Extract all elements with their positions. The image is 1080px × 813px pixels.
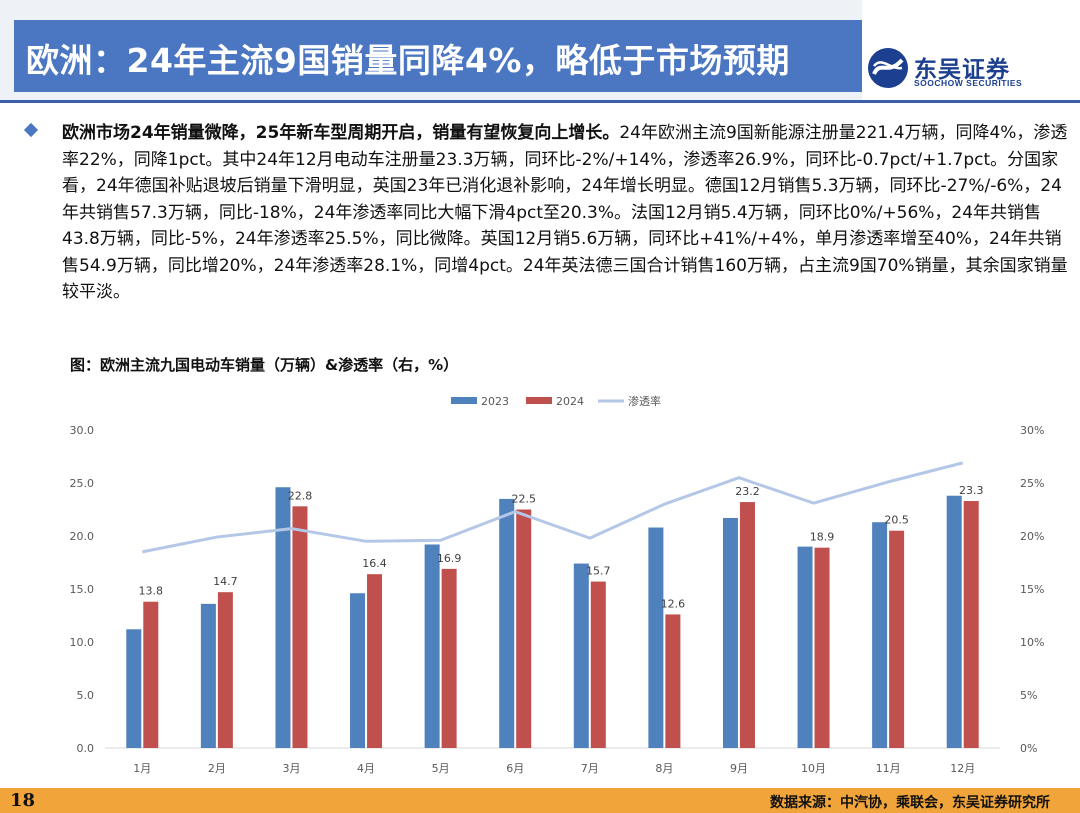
diamond-bullet-icon bbox=[23, 122, 39, 138]
y-right-tick-label: 10% bbox=[1020, 636, 1044, 649]
bar-2023 bbox=[200, 603, 216, 748]
data-label-2024: 13.8 bbox=[139, 585, 164, 598]
x-tick-label: 6月 bbox=[506, 762, 524, 775]
x-tick-label: 12月 bbox=[950, 762, 975, 775]
y-right-tick-label: 25% bbox=[1020, 477, 1044, 490]
bar-2023 bbox=[872, 522, 888, 748]
legend-penetration-label: 渗透率 bbox=[628, 394, 661, 408]
bar-2023 bbox=[648, 527, 664, 748]
summary-paragraph: 欧洲市场24年销量微降，25年新车型周期开启，销量有望恢复向上增长。24年欧洲主… bbox=[62, 120, 1072, 306]
y-right-tick-label: 5% bbox=[1020, 689, 1037, 702]
bar-2024 bbox=[665, 614, 681, 748]
page-number: 18 bbox=[10, 790, 36, 811]
data-label-2024: 23.3 bbox=[959, 484, 984, 497]
page-title: 欧洲：24年主流9国销量同降4%，略低于市场预期 bbox=[26, 41, 790, 80]
legend-2023-swatch bbox=[451, 397, 477, 404]
bar-2024 bbox=[367, 574, 383, 748]
logo-mark-icon bbox=[868, 48, 908, 88]
data-label-2024: 18.9 bbox=[810, 531, 835, 544]
data-label-2024: 12.6 bbox=[661, 597, 686, 610]
x-tick-label: 4月 bbox=[357, 762, 375, 775]
bar-2024 bbox=[441, 568, 457, 748]
data-label-2024: 16.9 bbox=[437, 552, 462, 565]
bar-2024 bbox=[814, 547, 830, 748]
y-right-tick-label: 30% bbox=[1020, 424, 1044, 437]
summary-body: 24年欧洲主流9国新能源注册量221.4万辆，同降4%，渗透率22%，同降1pc… bbox=[62, 123, 1068, 302]
bar-2023 bbox=[946, 495, 962, 748]
bar-2024 bbox=[590, 581, 606, 748]
penetration-line bbox=[141, 461, 964, 554]
x-tick-label: 3月 bbox=[282, 762, 300, 775]
bar-2024 bbox=[217, 592, 233, 748]
bar-2023 bbox=[573, 563, 589, 748]
legend-2024-swatch bbox=[526, 397, 552, 404]
x-tick-label: 1月 bbox=[133, 762, 151, 775]
bar-2024 bbox=[889, 530, 905, 748]
legend-2024-label: 2024 bbox=[556, 395, 584, 408]
logo-english-name: SOOCHOW SECURITIES bbox=[914, 78, 1023, 88]
bar-2023 bbox=[424, 544, 440, 748]
y-left-tick-label: 0.0 bbox=[77, 742, 95, 755]
x-tick-label: 10月 bbox=[801, 762, 826, 775]
y-left-tick-label: 5.0 bbox=[77, 689, 95, 702]
data-label-2024: 14.7 bbox=[213, 575, 238, 588]
y-left-tick-label: 30.0 bbox=[70, 424, 95, 437]
bar-2024 bbox=[516, 509, 532, 748]
x-tick-label: 11月 bbox=[876, 762, 901, 775]
x-tick-label: 8月 bbox=[655, 762, 673, 775]
y-left-tick-label: 15.0 bbox=[70, 583, 95, 596]
data-label-2024: 22.8 bbox=[288, 489, 313, 502]
title-bar: 欧洲：24年主流9国销量同降4%，略低于市场预期 bbox=[0, 0, 862, 100]
data-label-2024: 22.5 bbox=[511, 493, 536, 506]
bar-2024 bbox=[292, 506, 308, 748]
title-box: 欧洲：24年主流9国销量同降4%，略低于市场预期 bbox=[14, 20, 862, 92]
x-tick-label: 7月 bbox=[581, 762, 599, 775]
bar-2023 bbox=[722, 517, 738, 748]
sales-penetration-chart: 0.0 5.0 10.0 15.0 20.0 25.0 30.0 0% 5% 10% 15% 20% 2… bbox=[70, 394, 1045, 775]
footer-bar: 18 数据来源：中汽协，乘联会，东吴证券研究所 bbox=[0, 788, 1080, 813]
y-right-tick-label: 0% bbox=[1020, 742, 1037, 755]
summary-lead: 欧洲市场24年销量微降，25年新车型周期开启，销量有望恢复向上增长。 bbox=[62, 123, 620, 143]
legend-2023-label: 2023 bbox=[481, 395, 509, 408]
x-tick-label: 9月 bbox=[730, 762, 748, 775]
data-label-2024: 15.7 bbox=[586, 565, 611, 578]
x-tick-label: 2月 bbox=[208, 762, 226, 775]
logo-name: 东吴证券 bbox=[914, 56, 1010, 83]
bar-2023 bbox=[797, 546, 813, 748]
bar-2024 bbox=[143, 601, 159, 748]
y-right-tick-label: 15% bbox=[1020, 583, 1044, 596]
y-left-tick-label: 25.0 bbox=[70, 477, 95, 490]
bar-2023 bbox=[126, 629, 142, 748]
header-divider bbox=[0, 100, 1080, 103]
bar-2023 bbox=[499, 498, 515, 748]
figure-title: 图：欧洲主流九国电动车销量（万辆）&渗透率（右，%） bbox=[70, 356, 459, 374]
data-label-2024: 23.2 bbox=[735, 485, 760, 498]
y-right-tick-label: 20% bbox=[1020, 530, 1044, 543]
y-left-tick-label: 10.0 bbox=[70, 636, 95, 649]
bar-2023 bbox=[275, 487, 291, 748]
company-logo: 东吴证券 SOOCHOW SECURITIES bbox=[866, 46, 1066, 94]
y-left-tick-label: 20.0 bbox=[70, 530, 95, 543]
data-label-2024: 16.4 bbox=[362, 557, 387, 570]
bar-2023 bbox=[350, 593, 366, 748]
bar-2024 bbox=[739, 502, 755, 748]
data-label-2024: 20.5 bbox=[884, 514, 909, 527]
bar-2024 bbox=[963, 501, 979, 748]
x-tick-label: 5月 bbox=[432, 762, 450, 775]
data-source: 数据来源：中汽协，乘联会，东吴证券研究所 bbox=[770, 795, 1050, 811]
